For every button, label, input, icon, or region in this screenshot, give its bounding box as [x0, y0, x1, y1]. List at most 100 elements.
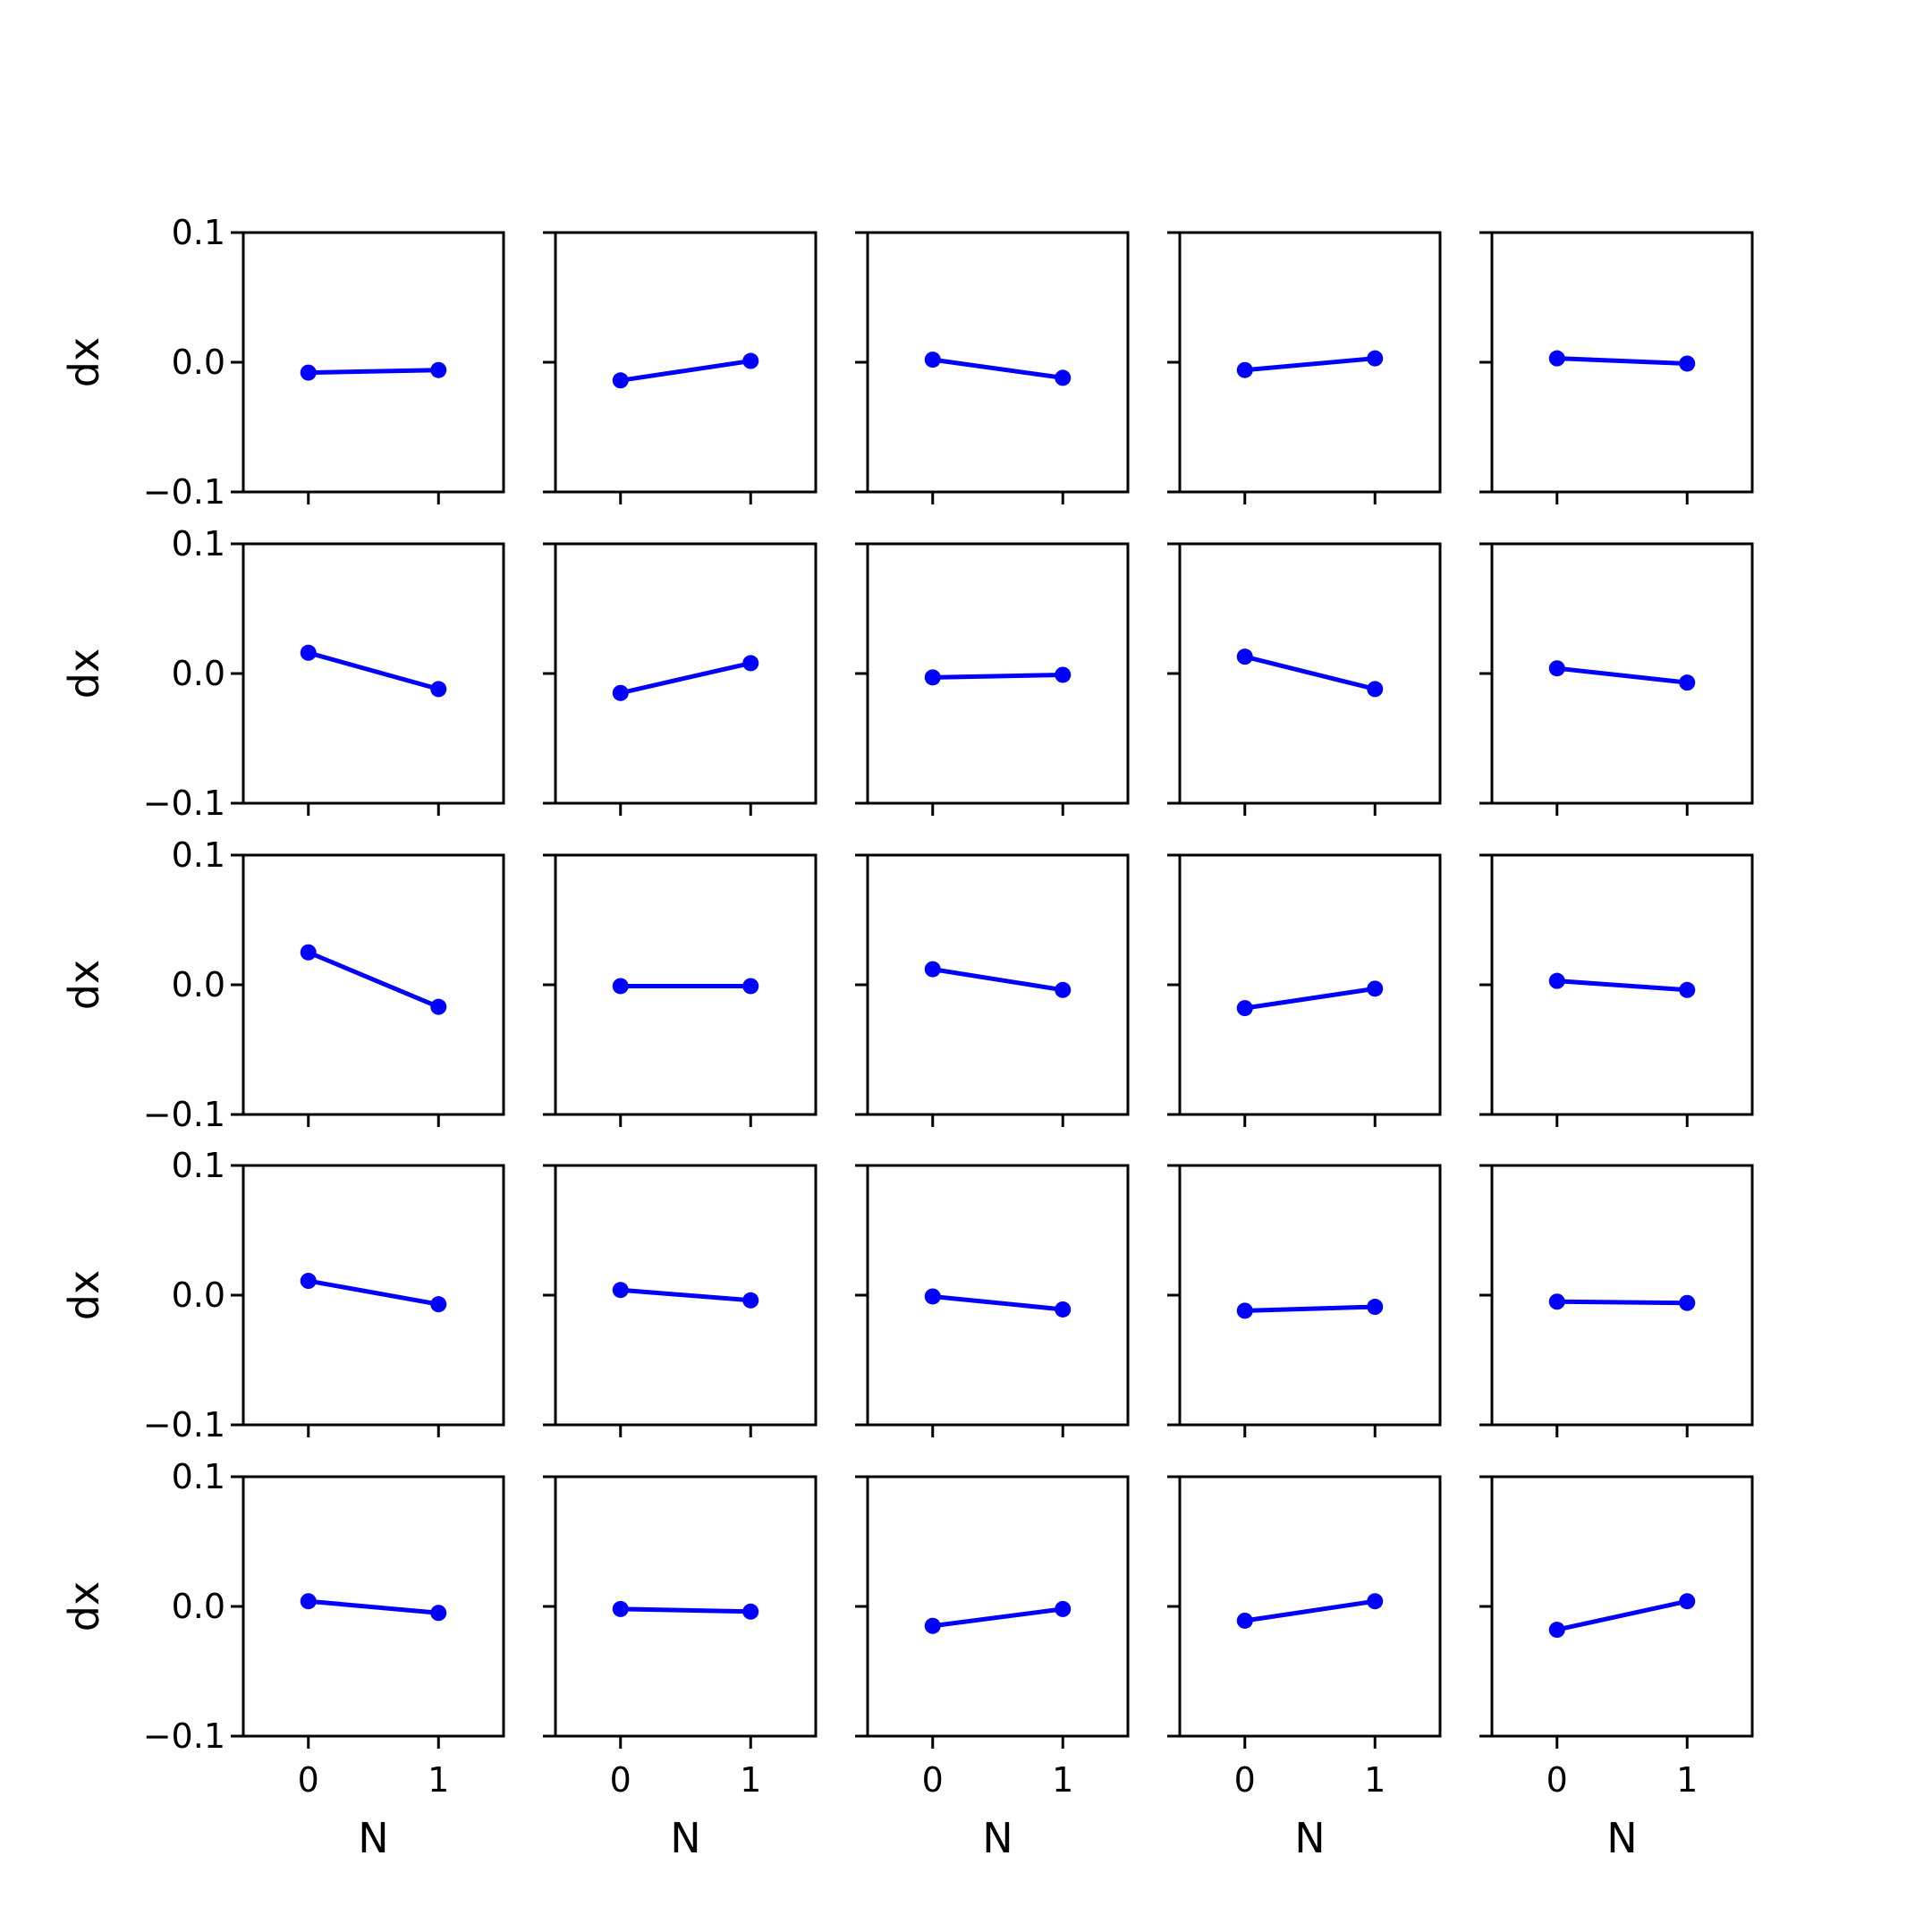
y-tick-label: 0.0 — [172, 343, 225, 382]
subplot-1-5 — [1479, 231, 1754, 504]
data-point — [300, 644, 317, 661]
axes-frame — [554, 231, 818, 494]
data-point — [1679, 674, 1696, 691]
axes-frame — [1178, 1164, 1442, 1427]
subplot-2-4 — [1167, 542, 1442, 816]
y-tick-label: 0.0 — [172, 654, 225, 693]
series-line — [307, 950, 440, 1009]
series-line — [1556, 356, 1688, 366]
series-line — [932, 672, 1063, 680]
axes-frame — [554, 542, 818, 805]
subplot-5-2: 0 1N — [543, 1475, 818, 1862]
x-axis-label: N — [670, 1814, 700, 1862]
axes-frame — [1178, 1475, 1442, 1738]
axes-frame — [242, 542, 505, 805]
axes-frame — [866, 1475, 1130, 1738]
subplot-1-4 — [1167, 231, 1442, 504]
data-point — [300, 944, 317, 961]
data-point — [1055, 1301, 1072, 1318]
data-point — [1055, 666, 1072, 683]
y-tick-label: 0.1 — [172, 524, 225, 564]
data-point — [430, 681, 447, 698]
y-tick-label: 0.0 — [172, 1587, 225, 1626]
axes-frame — [866, 853, 1130, 1116]
y-tick-label: −0.1 — [143, 784, 225, 823]
data-point — [1236, 1612, 1253, 1629]
series-line — [932, 357, 1063, 380]
x-tick-label: 0 — [1234, 1760, 1256, 1800]
axes-frame — [1490, 1164, 1754, 1427]
x-tick-label: 0 — [298, 1760, 319, 1800]
subplot-4-4 — [1167, 1164, 1442, 1437]
x-axis-label: N — [358, 1814, 388, 1862]
y-axis-label: dx — [60, 960, 108, 1010]
y-tick-label: −0.1 — [143, 1095, 225, 1134]
subplot-3-1: 0.1 0.0 −0.1 dx — [60, 835, 505, 1134]
data-point — [1236, 1302, 1253, 1319]
series-line — [932, 1293, 1063, 1312]
data-point — [1548, 350, 1565, 367]
subplot-3-5 — [1479, 853, 1754, 1127]
data-point — [430, 361, 447, 378]
x-tick-label: 1 — [1052, 1760, 1073, 1800]
axes-frame — [242, 853, 505, 1116]
data-point — [1367, 681, 1384, 698]
series-line — [1556, 979, 1688, 993]
axes-frame — [1178, 853, 1442, 1116]
y-axis-label: dx — [60, 1581, 108, 1631]
subplot-2-1: 0.1 0.0 −0.1 dx — [60, 524, 505, 823]
data-point — [612, 684, 629, 701]
x-tick-label: 1 — [1676, 1760, 1698, 1800]
y-tick-label: 0.1 — [172, 213, 225, 252]
x-axis-label: N — [982, 1814, 1013, 1862]
subplot-grid: 0.1 0.0 −0.1 dx 0.1 0.0 −0.1 dx 0.1 0.0 −0.1 dx 0.1 0… — [60, 213, 1754, 1862]
data-point — [300, 1273, 317, 1290]
series-line — [1244, 356, 1376, 373]
data-point — [924, 1617, 941, 1634]
data-point — [612, 1600, 629, 1617]
x-tick-label: 0 — [922, 1760, 944, 1800]
subplot-1-1: 0.1 0.0 −0.1 dx — [60, 213, 505, 512]
data-point — [1548, 1293, 1565, 1310]
x-tick-label: 1 — [1364, 1760, 1385, 1800]
data-point — [1679, 981, 1696, 998]
subplot-2-5 — [1479, 542, 1754, 816]
axes-frame — [866, 1164, 1130, 1427]
series-line — [1244, 1304, 1376, 1313]
data-point — [1367, 1299, 1384, 1316]
series-line — [308, 1598, 439, 1615]
subplot-4-3 — [855, 1164, 1130, 1437]
series-line — [1244, 986, 1376, 1011]
data-point — [924, 669, 941, 686]
x-tick-label: 0 — [610, 1760, 631, 1800]
y-axis-label: dx — [60, 648, 108, 699]
x-tick-label: 0 — [1546, 1760, 1568, 1800]
data-point — [430, 1296, 447, 1313]
data-point — [1236, 648, 1253, 665]
y-tick-label: 0.1 — [172, 1146, 225, 1185]
data-point — [612, 1282, 629, 1299]
series-line — [932, 967, 1063, 993]
series-line — [620, 359, 751, 383]
data-point — [1367, 350, 1384, 367]
series-line — [1556, 1299, 1688, 1306]
x-axis-label: N — [1606, 1814, 1637, 1862]
series-line — [1556, 1598, 1688, 1632]
subplot-3-2 — [543, 853, 818, 1127]
data-point — [430, 1605, 447, 1622]
series-line — [1244, 1598, 1376, 1623]
data-point — [742, 978, 759, 995]
data-point — [1367, 1593, 1384, 1610]
y-tick-label: 0.1 — [172, 835, 225, 875]
series-line — [1556, 665, 1688, 685]
axes-frame — [1490, 1475, 1754, 1738]
x-tick-label: 1 — [740, 1760, 761, 1800]
data-point — [1055, 369, 1072, 386]
y-tick-label: −0.1 — [143, 472, 225, 512]
subplot-5-5: 0 1N — [1479, 1475, 1754, 1862]
subplot-5-4: 0 1N — [1167, 1475, 1442, 1862]
subplot-4-1: 0.1 0.0 −0.1 dx — [60, 1146, 505, 1445]
data-point — [1548, 660, 1565, 677]
data-point — [742, 1603, 759, 1620]
